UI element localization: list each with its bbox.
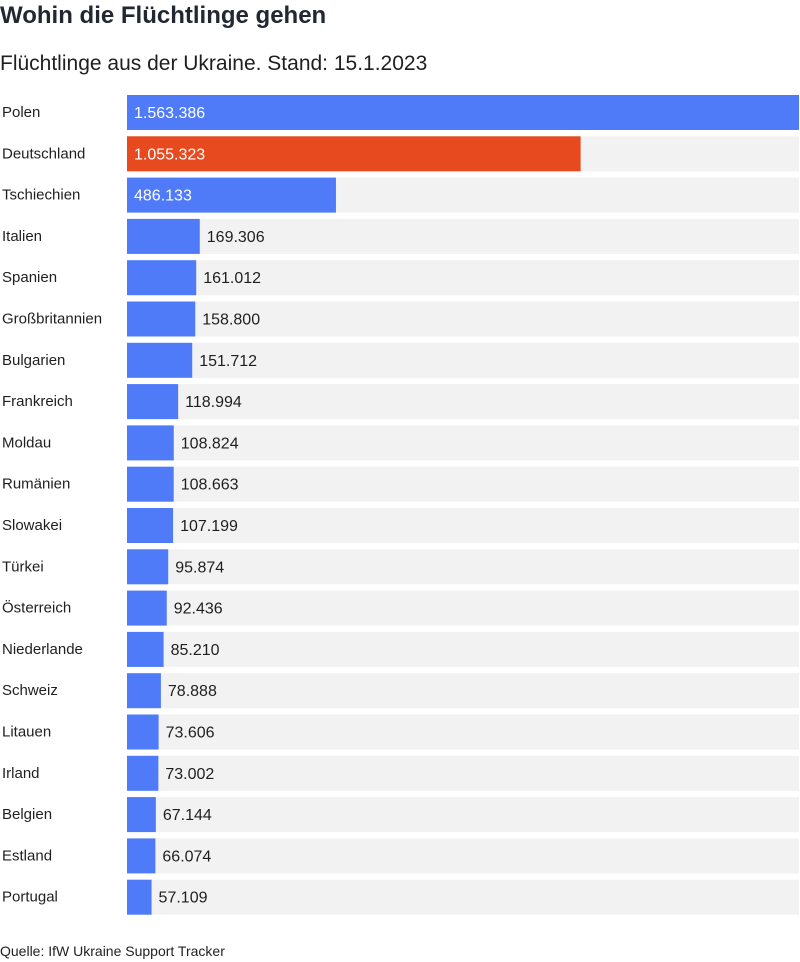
bar-track (127, 425, 799, 461)
bar-track (127, 590, 799, 626)
bar-track (127, 879, 799, 915)
bar (127, 136, 581, 172)
category-label: Österreich (2, 599, 71, 617)
bar (127, 838, 156, 874)
bar-track (127, 508, 799, 543)
bar-track (127, 838, 799, 874)
bar (127, 631, 164, 667)
bar (127, 384, 179, 420)
category-label: Rumänien (2, 476, 70, 493)
bar (127, 177, 336, 213)
bar (127, 549, 169, 585)
bar (127, 218, 200, 254)
data-label: 85.210 (171, 642, 220, 659)
data-label: 1.055.323 (134, 146, 205, 163)
category-label: Schweiz (2, 682, 58, 699)
category-label: Deutschland (2, 145, 85, 162)
bar-track (127, 714, 799, 750)
bar (127, 260, 197, 296)
category-label: Estland (2, 847, 52, 864)
category-label: Litauen (2, 724, 51, 741)
bar-track (127, 384, 799, 420)
category-label: Polen (2, 104, 40, 121)
category-label: Türkei (2, 558, 44, 575)
category-label: Spanien (2, 269, 57, 286)
source-note: Quelle: IfW Ukraine Support Tracker (0, 943, 225, 959)
category-label: Irland (2, 765, 40, 782)
category-label: Moldau (2, 434, 51, 451)
category-label: Frankreich (2, 393, 73, 410)
bar-track (127, 755, 799, 791)
bar (127, 301, 196, 337)
data-label: 73.002 (165, 766, 214, 783)
bar (127, 879, 152, 915)
category-label: Italien (2, 228, 42, 245)
bar (127, 508, 174, 543)
data-label: 151.712 (199, 353, 257, 370)
chart-title: Wohin die Flüchtlinge gehen (0, 2, 327, 29)
bar (127, 342, 193, 378)
data-label: 161.012 (203, 270, 261, 287)
data-label: 67.144 (163, 807, 212, 824)
data-label: 95.874 (175, 559, 224, 576)
data-label: 108.663 (181, 477, 239, 494)
data-label: 108.824 (181, 435, 239, 452)
bar-track (127, 301, 799, 337)
bar (127, 590, 167, 626)
bar-track (127, 673, 799, 709)
bar (127, 797, 156, 833)
data-label: 118.994 (185, 394, 242, 411)
data-label: 73.606 (166, 725, 215, 742)
bar (127, 466, 174, 502)
data-label: 158.800 (202, 312, 260, 329)
category-label: Bulgarien (2, 352, 65, 369)
data-label: 486.133 (134, 188, 192, 205)
bar (127, 714, 159, 750)
bar (127, 425, 174, 461)
bar-track (127, 549, 799, 585)
category-label: Slowakei (2, 517, 62, 534)
data-label: 169.306 (207, 229, 265, 246)
category-label: Portugal (2, 889, 58, 906)
bar (127, 755, 159, 791)
bar-track (127, 260, 799, 296)
bar-track (127, 631, 799, 667)
data-label: 57.109 (159, 890, 208, 907)
bar-track (127, 797, 799, 833)
category-label: Niederlande (2, 641, 83, 658)
bar-track (127, 342, 799, 378)
data-label: 66.074 (162, 848, 211, 865)
bar-track (127, 218, 799, 254)
category-label: Großbritannien (2, 311, 102, 328)
data-label: 107.199 (180, 518, 238, 535)
chart-subtitle: Flüchtlinge aus der Ukraine. Stand: 15.1… (0, 52, 428, 75)
data-label: 1.563.386 (134, 105, 205, 122)
data-label: 78.888 (168, 683, 217, 700)
bar-track (127, 466, 799, 502)
category-label: Belgien (2, 806, 52, 823)
bar (127, 95, 799, 130)
data-label: 92.436 (174, 601, 223, 618)
category-label: Tschiechien (2, 187, 80, 204)
bar (127, 673, 161, 709)
